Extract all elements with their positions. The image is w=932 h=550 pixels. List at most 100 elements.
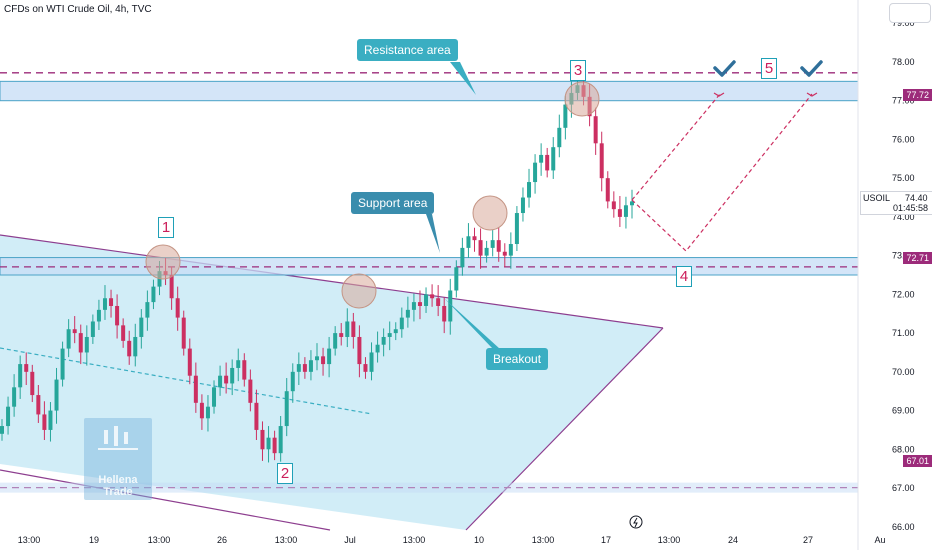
checkmark-icon bbox=[800, 60, 823, 77]
candle-body bbox=[514, 213, 519, 245]
candle-body bbox=[42, 414, 47, 430]
touch-circle-1 bbox=[145, 244, 181, 280]
candle-body bbox=[60, 348, 65, 380]
wave-label-4: 4 bbox=[676, 266, 692, 287]
candle-body bbox=[630, 201, 634, 206]
candle-body bbox=[484, 247, 489, 256]
candle-body bbox=[230, 367, 235, 384]
support-area-callout: Support area bbox=[351, 192, 435, 214]
candle-body bbox=[302, 364, 307, 372]
candle-body bbox=[254, 402, 259, 430]
falling-wedge bbox=[0, 234, 664, 531]
bottom-zone bbox=[0, 482, 858, 493]
price-tick-label: 72.00 bbox=[892, 289, 915, 299]
candle-body bbox=[212, 387, 217, 407]
candle-body bbox=[290, 371, 295, 392]
candle-body bbox=[424, 294, 429, 306]
candle-body bbox=[187, 348, 192, 376]
resistance-zone bbox=[0, 80, 859, 102]
candle-body bbox=[448, 290, 453, 322]
candle-body bbox=[533, 162, 538, 183]
breakout-callout: Breakout bbox=[486, 348, 549, 370]
candle-body bbox=[181, 317, 186, 349]
candle-body bbox=[175, 298, 180, 318]
candle-body bbox=[381, 336, 386, 345]
watermark-line1: Hellena bbox=[98, 474, 138, 486]
candle-body bbox=[436, 298, 441, 306]
candle-body bbox=[496, 240, 501, 252]
price-tick-label: 77.00 bbox=[892, 96, 915, 106]
price-tick-label: 73.00 bbox=[892, 251, 915, 261]
price-tick-label: 78.00 bbox=[892, 57, 915, 67]
ticker-price: 74.40 bbox=[905, 193, 928, 203]
candle-body bbox=[115, 305, 120, 326]
price-tick-label: 67.00 bbox=[892, 483, 915, 493]
candle-body bbox=[599, 143, 604, 179]
candle-body bbox=[399, 317, 404, 330]
candle-body bbox=[593, 116, 598, 144]
price-zones bbox=[0, 72, 859, 493]
candle-body bbox=[351, 321, 356, 337]
candle-body bbox=[84, 336, 89, 353]
candle-body bbox=[205, 406, 210, 419]
candle-body bbox=[278, 426, 283, 454]
forecast-path bbox=[631, 60, 823, 252]
candle-body bbox=[557, 127, 562, 148]
candle-body bbox=[0, 426, 4, 434]
candle-body bbox=[417, 302, 422, 306]
candle-body bbox=[284, 391, 289, 427]
candle-body bbox=[339, 333, 344, 337]
price-tick-label: 70.00 bbox=[892, 367, 915, 377]
candle-body bbox=[478, 240, 483, 256]
candle-body bbox=[199, 402, 204, 419]
wedge-lower-line bbox=[0, 469, 331, 531]
price-tick-label: 74.00 bbox=[892, 212, 915, 222]
candle-body bbox=[460, 247, 465, 268]
time-tick-label: 13:00 bbox=[18, 535, 41, 545]
candle-body bbox=[430, 294, 435, 299]
time-tick-label: 13:00 bbox=[148, 535, 171, 545]
price-tick-label: 75.00 bbox=[892, 173, 915, 183]
candle-body bbox=[563, 104, 568, 128]
candle-body bbox=[78, 333, 83, 353]
candle-body bbox=[617, 209, 622, 217]
candle-body bbox=[442, 305, 447, 322]
price-tick-label: 71.00 bbox=[892, 328, 915, 338]
candle-body bbox=[296, 364, 301, 372]
time-tick-label: 17 bbox=[601, 535, 611, 545]
candle-body bbox=[133, 336, 138, 357]
candle-body bbox=[272, 437, 277, 454]
candle-body bbox=[139, 317, 144, 337]
wave-label-5: 5 bbox=[761, 58, 777, 79]
wave-label-1: 1 bbox=[158, 217, 174, 238]
forecast-arrowhead-1 bbox=[713, 92, 725, 97]
candle-body bbox=[224, 375, 229, 384]
support-zone bbox=[0, 257, 859, 276]
candle-body bbox=[551, 147, 556, 171]
candle-body bbox=[539, 154, 544, 163]
candle-body bbox=[375, 344, 380, 353]
time-tick-label: 13:00 bbox=[532, 535, 555, 545]
time-tick-label: 10 bbox=[474, 535, 484, 545]
candle-body bbox=[72, 329, 77, 334]
candle-body bbox=[327, 348, 332, 365]
time-tick-label: 13:00 bbox=[275, 535, 298, 545]
candle-body bbox=[145, 302, 150, 318]
candle-body bbox=[502, 251, 507, 256]
candle-body bbox=[236, 360, 241, 368]
settings-button[interactable] bbox=[889, 3, 931, 23]
candle-body bbox=[508, 244, 513, 256]
touch-circles bbox=[145, 62, 600, 349]
candle-body bbox=[472, 236, 477, 241]
candle-body bbox=[18, 364, 23, 388]
wedge-fill bbox=[0, 235, 663, 530]
time-tick-label: 13:00 bbox=[403, 535, 426, 545]
candle-body bbox=[248, 379, 253, 403]
time-tick-label: 13:00 bbox=[658, 535, 681, 545]
candle-body bbox=[527, 182, 532, 198]
candle-body bbox=[169, 275, 174, 299]
candle-body bbox=[520, 197, 525, 214]
time-tick-label: 27 bbox=[803, 535, 813, 545]
support-callout-pointer bbox=[426, 214, 440, 253]
